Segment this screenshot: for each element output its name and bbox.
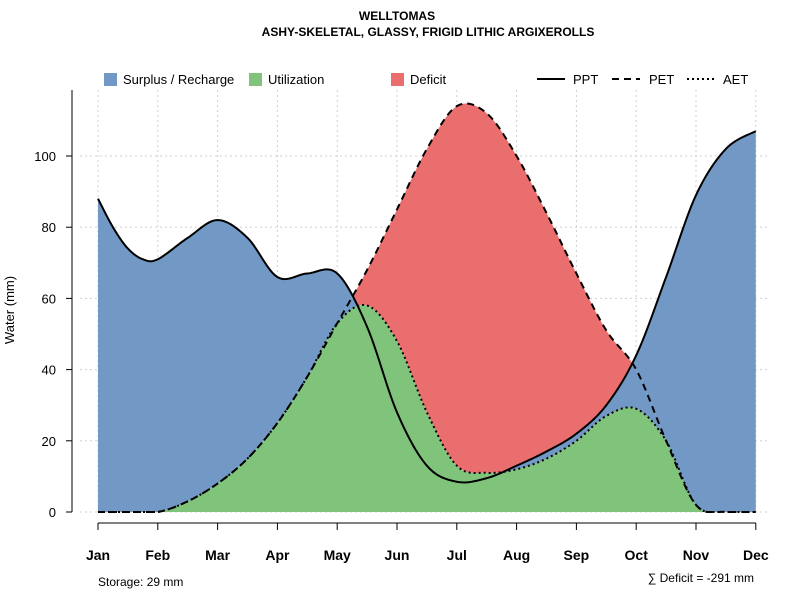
x-tick-label-sep: Sep bbox=[564, 547, 590, 563]
x-tick-label-nov: Nov bbox=[683, 547, 710, 563]
y-tick-label: 20 bbox=[42, 434, 56, 449]
x-tick-label-oct: Oct bbox=[625, 547, 649, 563]
y-tick-label: 60 bbox=[42, 291, 56, 306]
y-tick-label: 100 bbox=[34, 149, 56, 164]
x-tick-label-mar: Mar bbox=[205, 547, 230, 563]
legend-label-aet: AET bbox=[723, 72, 748, 87]
legend-label-ppt: PPT bbox=[573, 72, 598, 87]
x-tick-label-feb: Feb bbox=[145, 547, 170, 563]
y-tick-label: 0 bbox=[49, 505, 56, 520]
legend-swatch-deficit bbox=[391, 73, 404, 86]
series-lines bbox=[97, 102, 757, 513]
area-fills bbox=[98, 103, 756, 512]
y-tick-label: 80 bbox=[42, 220, 56, 235]
legend: Surplus / Recharge Utilization Deficit P… bbox=[104, 72, 748, 87]
x-tick-label-aug: Aug bbox=[503, 547, 530, 563]
chart-title: WELLTOMAS bbox=[359, 9, 435, 23]
surplus-recharge-area bbox=[98, 131, 756, 512]
storage-annotation: Storage: 29 mm bbox=[98, 575, 183, 589]
x-tick-label-may: May bbox=[324, 547, 351, 563]
x-tick-label-jun: Jun bbox=[385, 547, 410, 563]
chart-subtitle: ASHY-SKELETAL, GLASSY, FRIGID LITHIC ARG… bbox=[262, 25, 595, 39]
legend-label-pet: PET bbox=[649, 72, 674, 87]
deficit-area bbox=[98, 103, 756, 473]
legend-swatch-utilization bbox=[249, 73, 262, 86]
series-line-pet bbox=[98, 102, 756, 513]
x-tick-label-apr: Apr bbox=[265, 547, 290, 563]
axes: 0 20 40 60 80 100 Jan Feb Mar Apr May Jun Jul Aug Sep O… bbox=[34, 90, 769, 563]
x-tick-label-jul: Jul bbox=[447, 547, 467, 563]
legend-label-surplus: Surplus / Recharge bbox=[123, 72, 234, 87]
y-tick-label: 40 bbox=[42, 363, 56, 378]
deficit-annotation: ∑ Deficit = -291 mm bbox=[648, 571, 754, 585]
x-tick-label-jan: Jan bbox=[86, 547, 110, 563]
utilization-area bbox=[98, 304, 756, 512]
legend-label-utilization: Utilization bbox=[268, 72, 324, 87]
legend-swatch-surplus bbox=[104, 73, 117, 86]
legend-label-deficit: Deficit bbox=[410, 72, 447, 87]
series-line-ppt bbox=[97, 130, 757, 484]
y-axis-label: Water (mm) bbox=[2, 276, 17, 344]
x-tick-label-dec: Dec bbox=[743, 547, 769, 563]
